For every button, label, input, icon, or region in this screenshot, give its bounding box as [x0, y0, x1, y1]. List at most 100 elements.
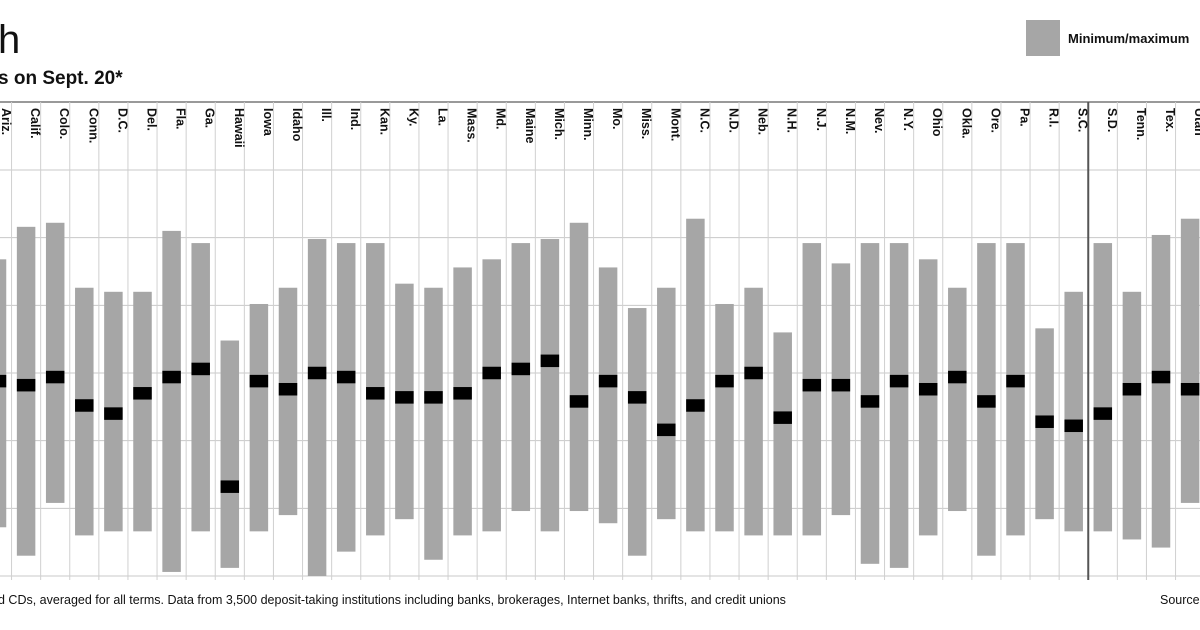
footnote: d CDs, averaged for all terms. Data from…	[0, 593, 786, 607]
range-bar	[569, 222, 589, 512]
average-marker	[366, 387, 385, 400]
range-bar	[773, 332, 792, 536]
range-bar	[715, 303, 734, 532]
category-labels: Ariz. Calif. Colo. Conn. D.C. Del. Fla. Ga. Hawa…	[0, 108, 1200, 148]
category-label: Iowa	[261, 108, 275, 137]
average-marker	[482, 366, 501, 380]
average-marker	[598, 374, 618, 388]
average-marker	[0, 374, 7, 388]
category-label: Idaho	[290, 108, 304, 142]
range-bar	[482, 259, 501, 532]
category-label: Conn.	[86, 108, 100, 143]
category-label: Del.	[145, 108, 159, 131]
category-label: R.I.	[1047, 108, 1061, 127]
average-marker	[162, 370, 181, 384]
range-bar	[220, 340, 240, 568]
range-bar	[686, 218, 705, 532]
category-label: Utah	[1192, 108, 1200, 136]
chart-title: h	[0, 18, 21, 62]
category-label: Nev.	[872, 108, 886, 133]
range-bar	[453, 267, 472, 536]
category-label: Hawaii	[232, 108, 246, 148]
category-label: S.D.	[1105, 108, 1119, 132]
range-bar	[948, 287, 967, 512]
range-bar	[540, 239, 560, 532]
category-label: Ind.	[348, 108, 362, 130]
average-marker	[948, 370, 967, 384]
category-label: Mass.	[465, 108, 479, 143]
average-marker	[191, 362, 210, 376]
category-label: S.C.	[1076, 108, 1090, 132]
average-marker	[802, 378, 822, 392]
average-marker	[16, 378, 36, 392]
average-marker	[453, 387, 472, 400]
average-marker	[1035, 415, 1054, 428]
range-bar	[424, 287, 443, 560]
category-label: Maine	[523, 108, 537, 143]
average-marker	[773, 411, 792, 424]
average-marker	[831, 378, 851, 392]
category-label: La.	[436, 108, 450, 126]
average-marker	[627, 391, 647, 404]
category-label: Ill.	[319, 108, 333, 122]
category-label: Ariz.	[0, 108, 13, 135]
average-marker	[715, 374, 734, 388]
category-label: Ohio	[930, 108, 944, 137]
range-bar	[744, 287, 763, 536]
category-label: Mont.	[668, 108, 682, 141]
average-marker	[1122, 382, 1142, 396]
range-bar	[249, 303, 269, 532]
category-label: Calif.	[28, 108, 42, 139]
category-label: N.H.	[785, 108, 799, 133]
category-label: Tenn.	[1134, 108, 1148, 140]
average-marker	[424, 391, 443, 404]
category-label: Kan.	[377, 108, 391, 135]
average-marker	[249, 374, 269, 388]
category-label: N.M.	[843, 108, 857, 134]
range-bar	[918, 259, 938, 536]
category-label: Mich.	[552, 108, 566, 140]
range-bar	[0, 259, 7, 528]
average-marker	[45, 370, 65, 384]
range-bar	[336, 243, 356, 552]
average-marker	[133, 387, 152, 400]
category-label: Md.	[494, 108, 508, 130]
legend-swatch-range	[1026, 20, 1060, 56]
average-marker	[104, 407, 123, 420]
category-label: D.C.	[115, 108, 129, 133]
category-label: Ky.	[406, 108, 420, 127]
legend: Minimum/maximum	[1026, 20, 1189, 56]
range-bar	[1093, 243, 1113, 532]
category-label: Okla.	[959, 108, 973, 139]
average-marker	[395, 391, 414, 404]
range-bar	[1151, 234, 1171, 548]
legend-label-range: Minimum/maximum	[1068, 30, 1190, 46]
range-bar	[45, 222, 65, 503]
average-marker	[860, 395, 880, 408]
average-marker	[336, 370, 356, 384]
average-marker	[75, 399, 94, 412]
range-bar	[657, 287, 676, 520]
average-marker	[686, 399, 705, 412]
average-marker	[918, 382, 938, 396]
range-bar	[1122, 291, 1142, 540]
range-bar	[627, 308, 647, 556]
range-bar	[511, 243, 531, 512]
category-label: Tex.	[1163, 108, 1177, 132]
category-label: N.C.	[697, 108, 711, 133]
range-bar	[598, 267, 618, 524]
average-marker	[511, 362, 531, 376]
category-label: Ga.	[203, 108, 217, 128]
category-label: N.D.	[727, 108, 741, 133]
average-marker	[1006, 374, 1025, 388]
range-bars	[0, 218, 1200, 576]
category-label: Fla.	[174, 108, 188, 130]
average-marker	[569, 395, 589, 408]
average-marker	[1093, 407, 1113, 420]
range-bar	[162, 230, 181, 572]
category-label: Ore.	[988, 108, 1002, 133]
average-marker	[1151, 370, 1171, 384]
category-label: Colo.	[57, 108, 71, 139]
average-marker	[1180, 382, 1200, 396]
range-bar	[1180, 218, 1200, 503]
